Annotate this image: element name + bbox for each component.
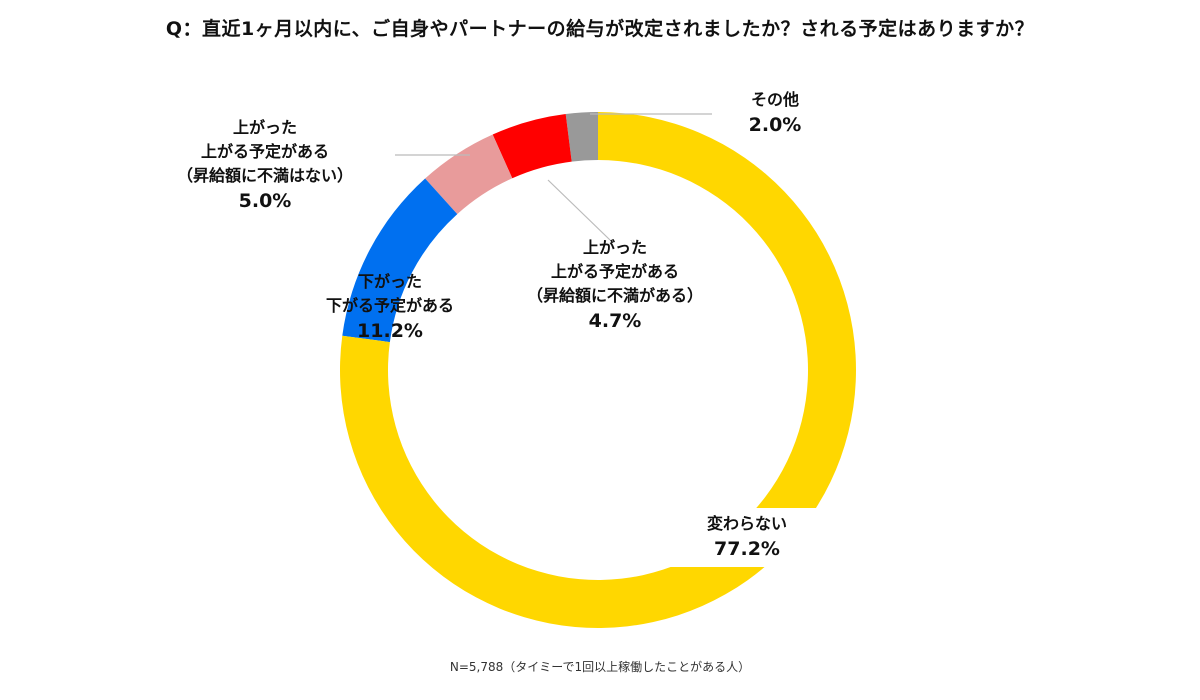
- label-other-pct: 2.0%: [748, 114, 802, 136]
- label-down: 下がった 下がる予定がある 11.2%: [290, 270, 490, 345]
- slice-other: [565, 112, 598, 162]
- label-up-ok-line3: （昇給額に不満はない）: [176, 166, 353, 185]
- label-down-line2: 下がる予定がある: [325, 296, 454, 315]
- label-no-change-pct: 77.2%: [714, 538, 780, 560]
- label-up-ok-pct: 5.0%: [238, 190, 292, 212]
- label-up-unhappy: 上がった 上がる予定がある （昇給額に不満がある） 4.7%: [480, 236, 750, 335]
- label-up-unhappy-line1: 上がった: [582, 238, 647, 257]
- label-up-ok: 上がった 上がる予定がある （昇給額に不満はない） 5.0%: [150, 116, 380, 215]
- label-up-unhappy-pct: 4.7%: [588, 310, 642, 332]
- label-up-unhappy-line3: （昇給額に不満がある）: [526, 286, 703, 305]
- label-no-change-line: 変わらない: [706, 514, 787, 533]
- label-up-ok-line2: 上がる予定がある: [200, 142, 329, 161]
- label-up-ok-line1: 上がった: [232, 118, 297, 137]
- footnote: N=5,788（タイミーで1回以上稼働したことがある人）: [449, 660, 751, 674]
- slice-up_ok: [425, 134, 513, 215]
- label-no-change: 変わらない 77.2%: [662, 508, 832, 567]
- label-other: その他 2.0%: [720, 88, 830, 139]
- label-down-line1: 下がった: [357, 272, 422, 291]
- leader-up-unhappy: [547, 179, 611, 241]
- slice-up_unhappy: [492, 114, 572, 179]
- label-other-line: その他: [750, 90, 799, 109]
- chart-title: Q：直近1ヶ月以内に、ご自身やパートナーの給与が改定されましたか？される予定はあ…: [165, 18, 1035, 40]
- label-down-pct: 11.2%: [357, 320, 423, 342]
- slice-down: [342, 178, 458, 343]
- label-up-unhappy-line2: 上がる予定がある: [550, 262, 679, 281]
